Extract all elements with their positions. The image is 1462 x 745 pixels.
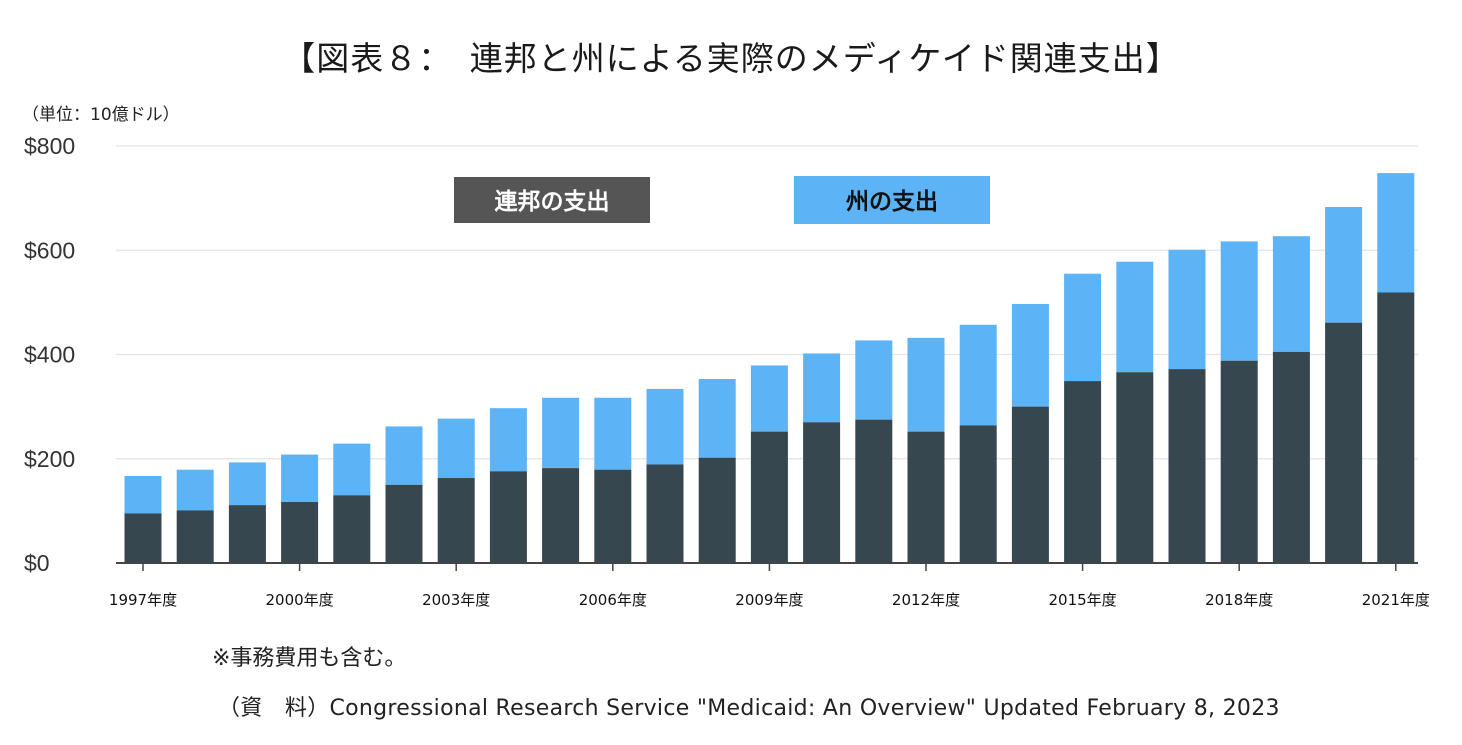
bar-state-2002 (385, 426, 423, 485)
bar-state-2011 (855, 340, 893, 420)
legend-swatch-federal (454, 177, 650, 223)
x-tick-label: 2012年度 (892, 591, 960, 609)
bar-federal-1999 (228, 505, 266, 563)
chart-title: 【図表８： 連邦と州による実際のメディケイド関連支出】 (282, 39, 1180, 78)
bar-federal-2005 (542, 468, 580, 563)
bar-state-2006 (594, 397, 632, 470)
legend-label-federal: 連邦の支出 (495, 189, 610, 215)
bar-federal-2017 (1168, 369, 1206, 563)
bar-federal-2007 (646, 464, 684, 563)
legend-swatch-state (794, 176, 990, 224)
x-tick-label: 2009年度 (735, 591, 803, 609)
bars (124, 173, 1415, 563)
bar-state-2013 (959, 324, 997, 426)
x-tick-label: 2018年度 (1205, 591, 1273, 609)
x-tick-label: 2021年度 (1362, 591, 1430, 609)
bar-state-2016 (1116, 261, 1154, 373)
bar-federal-2010 (803, 422, 841, 563)
bar-state-2018 (1220, 241, 1258, 361)
y-tick-label: $600 (24, 237, 75, 263)
footnote: ※事務費用も含む。 (212, 646, 407, 671)
bar-federal-2013 (959, 425, 997, 563)
bar-federal-2009 (750, 431, 788, 563)
bar-federal-2011 (855, 419, 893, 563)
bar-federal-2016 (1116, 372, 1154, 563)
x-axis-ticks: 1997年度 2000年度 2003年度 2006年度 2009年度 2012年度 2015… (109, 563, 1430, 609)
chart-area: $0 $200 $400 $600 $800 1997年度 2000年度 2003年度 200… (24, 133, 1430, 609)
x-tick-label: 2015年度 (1049, 591, 1117, 609)
bar-federal-2002 (385, 484, 423, 563)
legend: 連邦の支出 州の支出 (454, 176, 990, 224)
bar-state-1998 (176, 469, 214, 511)
x-tick-label: 1997年度 (109, 591, 177, 609)
bar-federal-2019 (1272, 351, 1310, 563)
bar-state-2008 (698, 378, 736, 458)
y-axis-ticks: $0 $200 $400 $600 $800 (24, 133, 75, 576)
bar-federal-2018 (1220, 360, 1258, 563)
bar-federal-2020 (1325, 322, 1363, 563)
y-tick-label: $400 (24, 342, 75, 368)
bar-state-2009 (750, 365, 788, 432)
bar-federal-1997 (124, 513, 162, 563)
bar-state-2020 (1325, 206, 1363, 323)
bar-state-2014 (1011, 303, 1049, 407)
bar-state-2004 (489, 408, 527, 472)
bar-federal-2021 (1377, 292, 1415, 563)
bar-federal-2000 (281, 502, 319, 563)
bar-federal-2015 (1064, 381, 1102, 563)
bar-federal-2001 (333, 495, 371, 563)
x-tick-label: 2000年度 (266, 591, 334, 609)
unit-label: （単位：10億ドル） (22, 105, 180, 125)
bar-federal-2003 (437, 478, 475, 563)
source-citation: （資 料）Congressional Research Service "Med… (218, 696, 1280, 721)
bar-federal-2006 (594, 469, 632, 563)
legend-label-state: 州の支出 (846, 189, 938, 215)
bar-state-2019 (1272, 236, 1310, 352)
bar-federal-2014 (1011, 406, 1049, 563)
bar-state-2001 (333, 443, 371, 496)
bar-federal-2004 (489, 471, 527, 563)
bar-state-2007 (646, 388, 684, 465)
bar-state-1997 (124, 475, 162, 514)
bar-state-2010 (803, 353, 841, 423)
x-tick-label: 2006年度 (579, 591, 647, 609)
x-tick-label: 2003年度 (422, 591, 490, 609)
bar-state-2017 (1168, 249, 1206, 370)
bar-state-2015 (1064, 273, 1102, 382)
bar-state-2000 (281, 454, 319, 503)
bar-state-2005 (542, 397, 580, 469)
y-tick-label: $0 (24, 550, 50, 576)
bar-federal-2012 (907, 431, 945, 563)
bar-state-2012 (907, 337, 945, 432)
bar-federal-2008 (698, 457, 736, 563)
y-tick-label: $800 (24, 133, 75, 159)
bar-federal-1998 (176, 510, 214, 563)
bar-state-2021 (1377, 173, 1415, 293)
bar-state-1999 (228, 462, 266, 506)
bar-state-2003 (437, 418, 475, 479)
y-tick-label: $200 (24, 446, 75, 472)
